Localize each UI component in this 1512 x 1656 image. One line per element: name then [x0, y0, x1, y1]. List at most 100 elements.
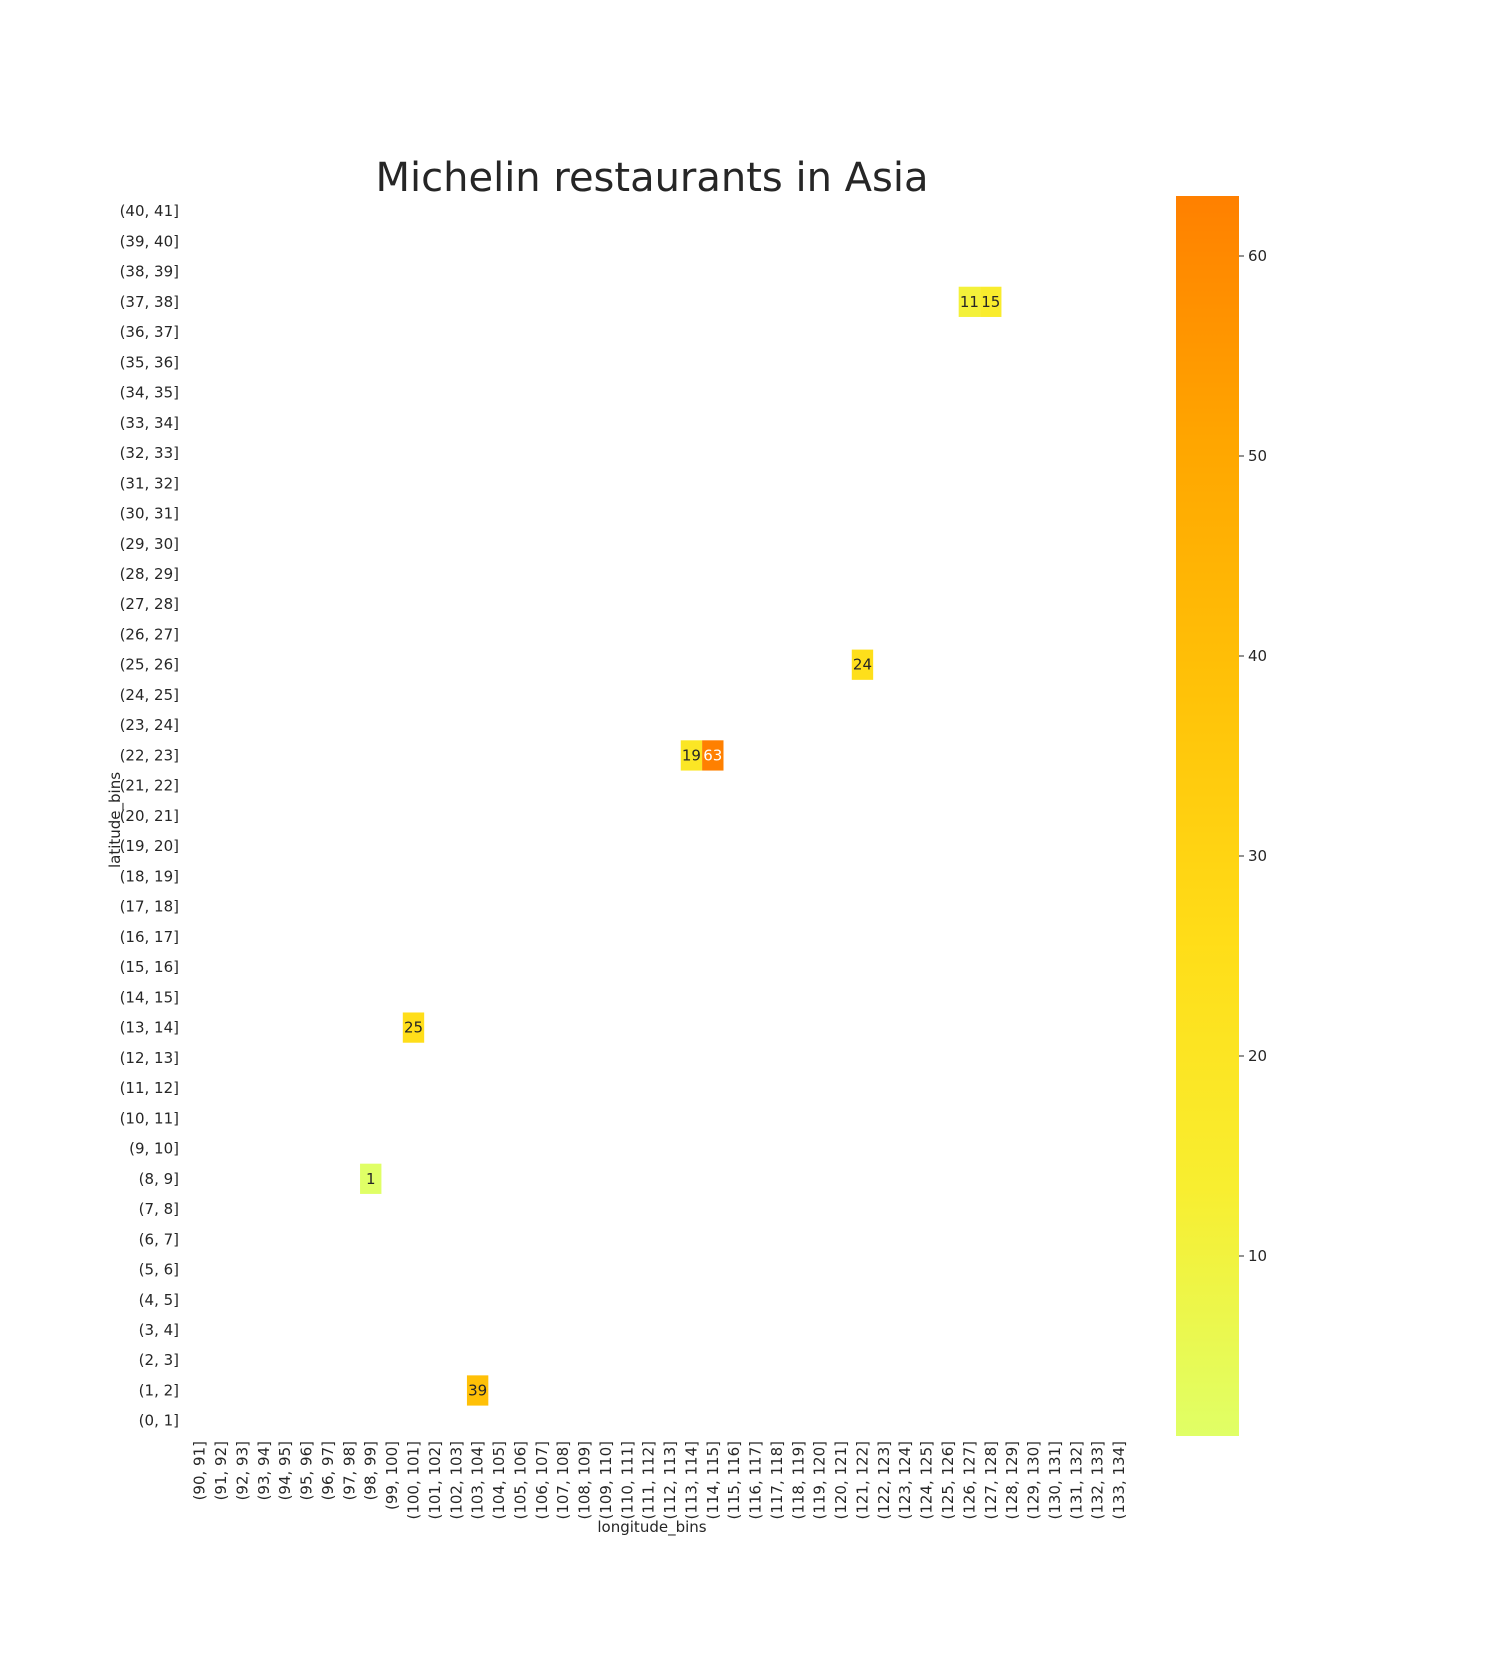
y-axis-title: latitude_bins: [106, 772, 125, 868]
x-tick-label: (95, 96]: [298, 1441, 316, 1500]
x-tick-label: (126, 127]: [960, 1441, 978, 1520]
y-tick-label: (34, 35]: [120, 384, 179, 402]
heatmap-cell: [958, 286, 981, 317]
x-tick-label: (110, 111]: [618, 1441, 636, 1520]
x-tick-label: (119, 120]: [811, 1441, 829, 1520]
x-tick-label: (121, 122]: [853, 1441, 871, 1520]
colorbar-ticks: 10 20 30 40 50 60: [1239, 247, 1267, 1265]
x-tick-label: (128, 129]: [1003, 1441, 1021, 1520]
x-tick-label: (108, 109]: [576, 1441, 594, 1520]
y-tick-label: (22, 23]: [120, 746, 179, 764]
y-tick-label: (15, 16]: [120, 958, 179, 976]
x-tick-label: (106, 107]: [533, 1441, 551, 1520]
heatmap-cell: [466, 1375, 489, 1406]
heatmap-cells: 11 15 24 19 63 25 1 39: [360, 286, 1002, 1406]
x-tick-label: (116, 117]: [747, 1441, 765, 1520]
y-tick-label: (0, 1]: [139, 1412, 179, 1430]
x-tick-label: (92, 93]: [233, 1441, 251, 1500]
heatmap-cell: [360, 1163, 382, 1194]
colorbar-tick-label: 60: [1248, 247, 1267, 265]
x-tick-label: (101, 102]: [426, 1441, 444, 1520]
x-tick-label: (105, 106]: [511, 1441, 529, 1520]
y-tick-label: (33, 34]: [120, 414, 179, 432]
y-tick-label: (23, 24]: [120, 716, 179, 734]
y-tick-label: (17, 18]: [120, 898, 179, 916]
y-tick-label: (25, 26]: [120, 656, 179, 674]
heatmap-cell: [851, 649, 874, 680]
x-tick-label: (113, 114]: [682, 1441, 700, 1520]
cell-value-label: 15: [981, 293, 1000, 311]
y-tick-label: (13, 14]: [120, 1019, 179, 1037]
heatmap-cell: [680, 740, 703, 771]
x-tick-label: (111, 112]: [640, 1441, 658, 1520]
x-tick-label: (109, 110]: [597, 1441, 615, 1520]
x-tick-label: (96, 97]: [319, 1441, 337, 1500]
y-tick-label: (16, 17]: [120, 928, 179, 946]
y-tick-label: (6, 7]: [139, 1230, 179, 1248]
y-tick-label: (39, 40]: [120, 232, 179, 250]
y-tick-label: (3, 4]: [139, 1321, 179, 1339]
x-tick-label: (129, 130]: [1025, 1441, 1043, 1520]
y-tick-label: (20, 21]: [120, 807, 179, 825]
x-tick-label: (93, 94]: [255, 1441, 273, 1500]
cell-value-label: 24: [853, 656, 872, 674]
y-tick-label: (4, 5]: [139, 1291, 179, 1309]
y-tick-label: (30, 31]: [120, 505, 179, 523]
x-tick-label: (100, 101]: [404, 1441, 422, 1520]
x-tick-label: (107, 108]: [554, 1441, 572, 1520]
y-tick-label: (14, 15]: [120, 988, 179, 1006]
x-tick-label: (125, 126]: [939, 1441, 957, 1520]
colorbar: [1176, 196, 1239, 1436]
x-tick-label: (132, 133]: [1089, 1441, 1107, 1520]
y-tick-label: (32, 33]: [120, 444, 179, 462]
cell-value-label: 25: [404, 1019, 423, 1037]
x-tick-label: (118, 119]: [789, 1441, 807, 1520]
x-tick-labels: (90, 91] (91, 92] (92, 93] (93, 94] (94, 95]…: [191, 1441, 1128, 1520]
heatmap-cell: [980, 286, 1002, 317]
x-tick-label: (104, 105]: [490, 1441, 508, 1520]
x-tick-label: (131, 132]: [1067, 1441, 1085, 1520]
cell-value-label: 19: [682, 746, 701, 764]
colorbar-tick-label: 50: [1248, 447, 1267, 465]
x-tick-label: (127, 128]: [982, 1441, 1000, 1520]
x-tick-label: (122, 123]: [875, 1441, 893, 1520]
y-tick-label: (37, 38]: [120, 293, 179, 311]
y-tick-label: (27, 28]: [120, 595, 179, 613]
x-tick-label: (130, 131]: [1046, 1441, 1064, 1520]
colorbar-tick-label: 30: [1248, 847, 1267, 865]
x-tick-label: (99, 100]: [383, 1441, 401, 1510]
x-tick-label: (123, 124]: [896, 1441, 914, 1520]
x-axis-title: longitude_bins: [597, 1518, 706, 1537]
x-tick-label: (115, 116]: [725, 1441, 743, 1520]
x-tick-label: (120, 121]: [832, 1441, 850, 1520]
colorbar-tick-label: 20: [1248, 1047, 1267, 1065]
x-tick-label: (97, 98]: [340, 1441, 358, 1500]
x-tick-label: (94, 95]: [276, 1441, 294, 1500]
x-tick-label: (112, 113]: [661, 1441, 679, 1520]
y-tick-label: (9, 10]: [129, 1140, 179, 1158]
y-tick-label: (36, 37]: [120, 323, 179, 341]
y-tick-label: (26, 27]: [120, 625, 179, 643]
x-tick-label: (114, 115]: [704, 1441, 722, 1520]
cell-value-label: 39: [468, 1381, 487, 1399]
cell-value-label: 11: [960, 293, 979, 311]
y-tick-label: (38, 39]: [120, 263, 179, 281]
y-tick-label: (2, 3]: [139, 1351, 179, 1369]
y-tick-label: (35, 36]: [120, 353, 179, 371]
heatmap-cell: [402, 1012, 425, 1043]
y-tick-label: (5, 6]: [139, 1261, 179, 1279]
y-tick-labels: (40, 41] (39, 40] (38, 39] (37, 38] (36, 37]…: [120, 202, 179, 1430]
x-tick-label: (90, 91]: [191, 1441, 209, 1500]
chart-title: Michelin restaurants in Asia: [376, 155, 929, 201]
y-tick-label: (29, 30]: [120, 535, 179, 553]
x-tick-label: (102, 103]: [447, 1441, 465, 1520]
y-tick-label: (24, 25]: [120, 686, 179, 704]
y-tick-label: (28, 29]: [120, 565, 179, 583]
x-tick-label: (91, 92]: [212, 1441, 230, 1500]
y-tick-label: (18, 19]: [120, 867, 179, 885]
y-tick-label: (8, 9]: [139, 1170, 179, 1188]
y-tick-label: (21, 22]: [120, 777, 179, 795]
y-tick-label: (19, 20]: [120, 837, 179, 855]
x-tick-label: (103, 104]: [469, 1441, 487, 1520]
y-tick-label: (11, 12]: [120, 1079, 179, 1097]
